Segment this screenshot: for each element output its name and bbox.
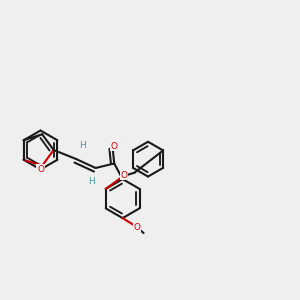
Text: O: O	[121, 170, 128, 179]
Text: O: O	[111, 142, 118, 151]
Text: O: O	[37, 165, 44, 174]
Text: H: H	[88, 177, 94, 186]
Text: H: H	[79, 141, 86, 150]
Text: O: O	[134, 223, 140, 232]
